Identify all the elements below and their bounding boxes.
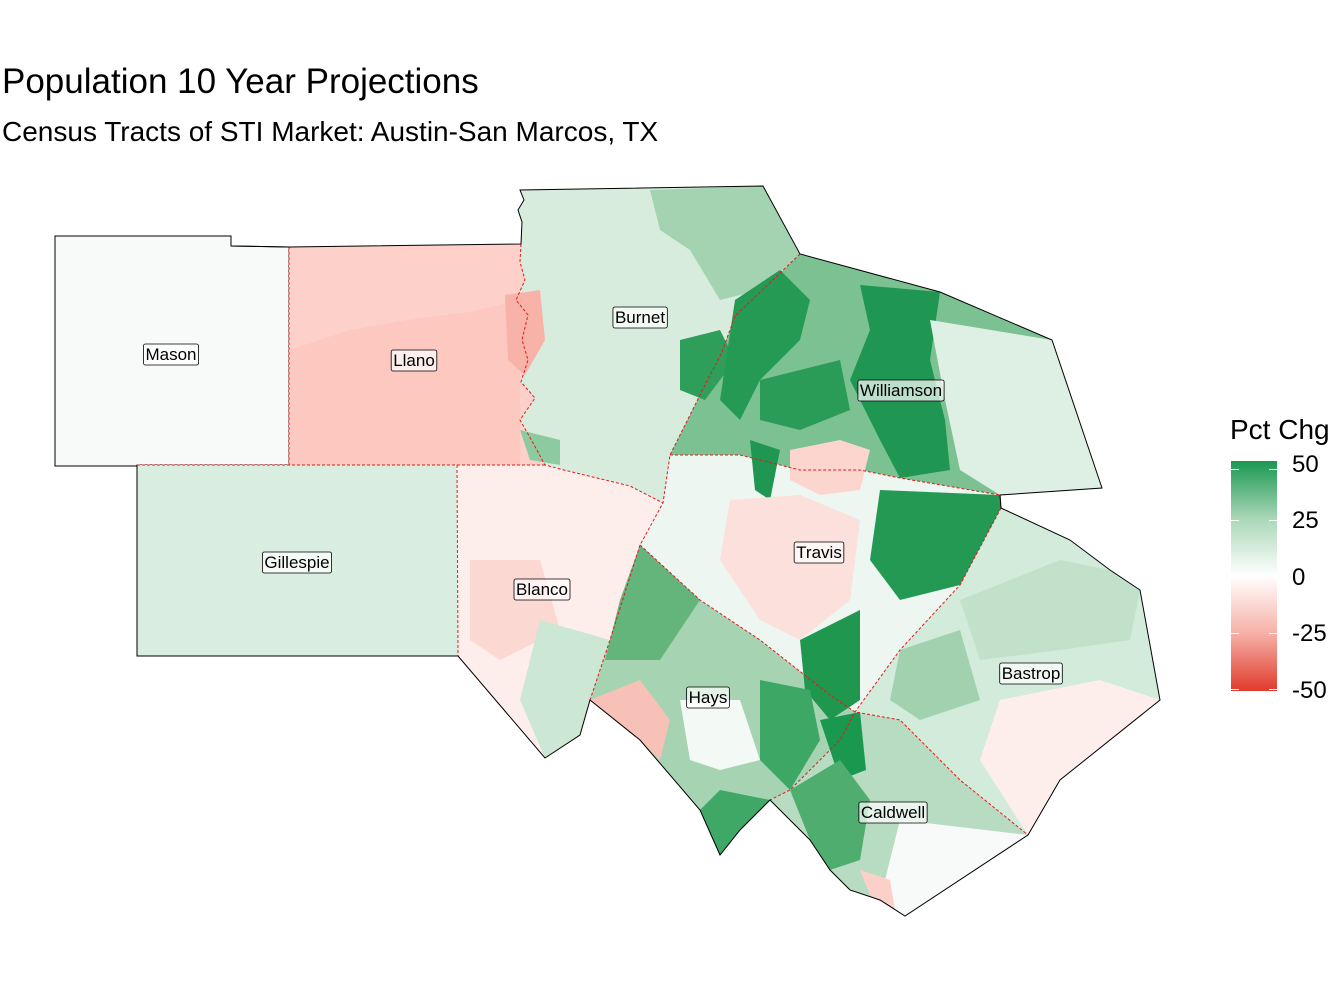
county-label-mason: Mason	[143, 343, 199, 366]
county-label-hays: Hays	[686, 686, 730, 709]
svg-text:Burnet: Burnet	[615, 308, 665, 327]
county-labels: Mason Llano Burnet Gillespie Blanco Williamso…	[143, 306, 1063, 824]
chart-subtitle: Census Tracts of STI Market: Austin-San …	[2, 116, 659, 147]
legend-tick-label: 25	[1292, 507, 1319, 534]
legend-tick-label: -50	[1292, 677, 1327, 704]
county-label-llano: Llano	[390, 349, 438, 372]
county-label-bastrop: Bastrop	[999, 662, 1063, 685]
county-label-williamson: Williamson	[857, 379, 945, 402]
legend-title: Pct Chg	[1230, 414, 1330, 445]
svg-text:Llano: Llano	[393, 351, 435, 370]
chart-title: Population 10 Year Projections	[2, 62, 479, 101]
svg-text:Travis: Travis	[796, 543, 842, 562]
county-blanco	[457, 465, 663, 758]
svg-text:Blanco: Blanco	[516, 580, 568, 599]
svg-text:Hays: Hays	[689, 688, 728, 707]
legend-tick-label: -25	[1292, 620, 1327, 647]
legend-tick-label: 0	[1292, 564, 1306, 591]
county-label-burnet: Burnet	[612, 306, 668, 329]
tract-shading	[290, 186, 1160, 916]
svg-text:Bastrop: Bastrop	[1002, 664, 1061, 683]
market-outline	[54, 185, 1161, 917]
svg-text:Mason: Mason	[145, 345, 196, 364]
svg-text:Caldwell: Caldwell	[861, 803, 925, 822]
svg-text:Gillespie: Gillespie	[264, 553, 329, 572]
county-label-blanco: Blanco	[513, 578, 571, 601]
county-label-travis: Travis	[793, 541, 845, 564]
county-label-caldwell: Caldwell	[858, 801, 928, 824]
county-label-gillespie: Gillespie	[261, 551, 333, 574]
legend-tick-label: 50	[1292, 451, 1319, 478]
svg-text:Williamson: Williamson	[860, 381, 942, 400]
county-borders	[137, 243, 1029, 836]
